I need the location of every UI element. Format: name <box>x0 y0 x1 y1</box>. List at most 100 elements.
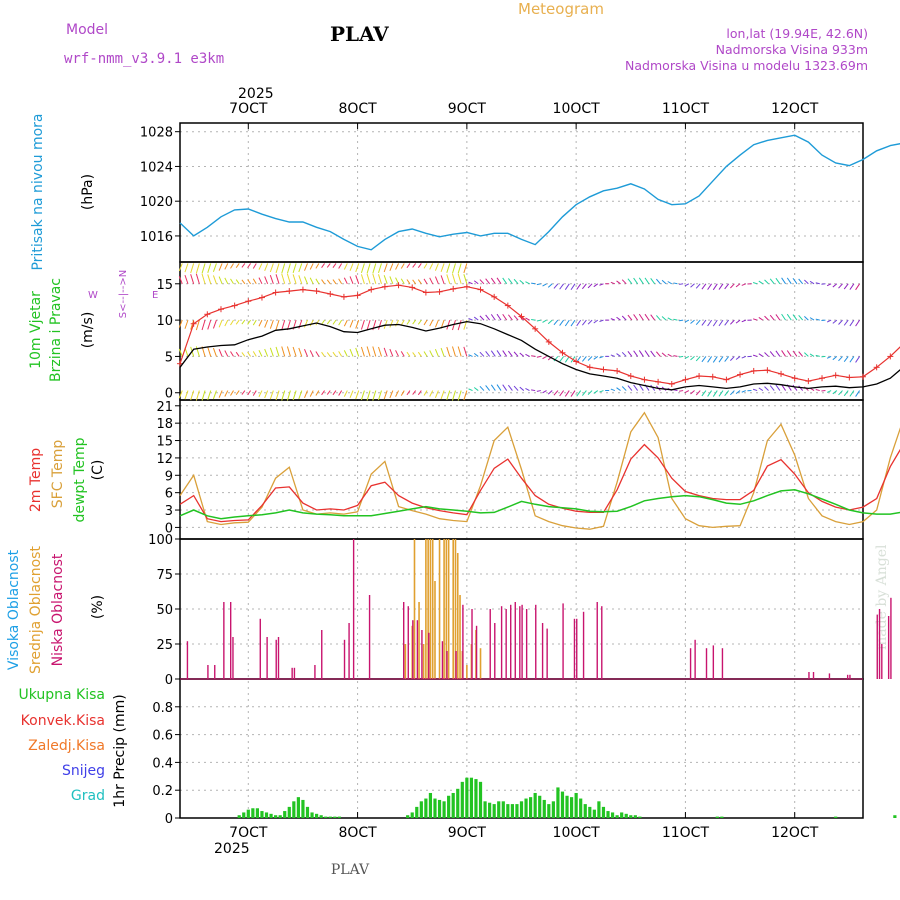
wind-barb <box>190 263 195 274</box>
precip-legend-item: Ukupna Kisa <box>18 687 105 703</box>
wind-barb <box>247 279 251 285</box>
wind-barb <box>775 277 781 285</box>
wind-barb <box>769 385 775 391</box>
wind-barb <box>644 313 650 321</box>
precip-bar <box>433 798 437 818</box>
wind-barb <box>838 319 843 325</box>
wind-barb <box>570 283 576 291</box>
temp-ylabel-sfc: SFC Temp <box>50 440 66 509</box>
wind-barb <box>258 350 263 357</box>
wind-barb <box>496 313 502 321</box>
wind-barb <box>264 276 269 284</box>
wind-barb <box>513 315 519 321</box>
day-label-bottom: 8OCT <box>338 825 377 841</box>
wind-barb <box>815 282 820 285</box>
cloud-ylabel-low: Niska Oblacnost <box>50 553 66 666</box>
wind-barb <box>542 283 547 287</box>
precip-bar <box>406 815 410 818</box>
wind-barb <box>417 319 422 325</box>
wind-barb <box>775 314 781 321</box>
panel-frame-pressure <box>179 122 864 263</box>
precip-bar <box>442 801 446 818</box>
wind-barb <box>593 283 599 288</box>
wind-barb <box>638 350 644 357</box>
wind-barb <box>621 351 627 357</box>
wind-barb <box>690 356 695 361</box>
wind-barb <box>781 384 787 391</box>
wind-barb <box>355 263 360 273</box>
wind-barb <box>389 276 394 284</box>
wind-barb <box>372 273 377 284</box>
precip-bar <box>310 812 314 818</box>
wind-barb <box>201 319 206 331</box>
wind-barb <box>326 319 331 325</box>
precip-bar <box>601 806 606 818</box>
wind-barb <box>281 390 286 401</box>
precip-bar <box>283 811 287 818</box>
day-label-top: 11OCT <box>662 101 710 117</box>
wind-barb <box>650 314 656 321</box>
wind-barb <box>536 319 541 322</box>
precip-bar <box>488 802 492 818</box>
wind-barb <box>264 319 269 328</box>
wind-barb <box>485 314 491 321</box>
year-bottom-label: 2025 <box>214 841 250 857</box>
wind-barb <box>479 351 485 357</box>
wind-barb <box>724 319 730 326</box>
wind-barb <box>349 348 354 357</box>
precip-bar <box>715 816 719 818</box>
pressure-unit: (hPa) <box>80 174 96 210</box>
pressure-ylabel: Pritisak na nivou mora <box>30 113 46 270</box>
wind-barb <box>241 319 246 325</box>
wind-barb <box>707 390 713 397</box>
precip-bar <box>720 816 724 818</box>
wind-barb <box>730 319 735 325</box>
wind-barb <box>264 263 269 272</box>
precip-bar <box>469 777 474 818</box>
wind-barb <box>389 263 394 272</box>
day-label-bottom: 7OCT <box>229 825 268 841</box>
wind-barb <box>724 390 730 397</box>
wind-barb <box>440 347 445 357</box>
wind-barb <box>400 263 405 269</box>
wind-barb <box>798 314 804 321</box>
wind-barb <box>383 275 388 284</box>
wind-barb <box>378 390 382 401</box>
y-tick-label: 0 <box>165 812 173 827</box>
wind-barb <box>315 278 320 285</box>
wind-barb <box>610 281 616 285</box>
wind-barb <box>338 319 343 326</box>
wind-barb <box>843 283 849 290</box>
wind-barb <box>502 350 508 357</box>
precip-bar <box>551 801 555 818</box>
wind-barb <box>593 319 599 324</box>
wind-barb <box>360 390 365 401</box>
wind-barb <box>349 319 354 328</box>
precip-bar <box>292 801 296 818</box>
wind-barb <box>490 314 496 321</box>
wind-barb <box>673 282 678 285</box>
precip-bar <box>451 792 455 818</box>
wind-barb <box>570 319 576 327</box>
wind-barb <box>241 352 246 357</box>
wind-barb <box>553 356 559 362</box>
wind-barb <box>321 319 325 325</box>
day-label-bottom: 10OCT <box>553 825 601 841</box>
wind-barb <box>701 319 707 326</box>
wind-barb <box>178 390 183 399</box>
wind-barb <box>764 352 769 357</box>
wind-barb <box>389 348 394 357</box>
wind-barb <box>269 319 274 329</box>
wind-barb <box>855 390 861 397</box>
wind-barb <box>633 350 639 357</box>
wind-barb <box>269 263 274 273</box>
wind-barb <box>655 351 661 357</box>
wind-barb <box>178 263 183 272</box>
precip-bar <box>565 795 569 818</box>
wind-barb <box>395 390 400 397</box>
wind-barb <box>429 390 434 397</box>
wind-barb <box>184 274 189 284</box>
wind-barb <box>496 384 502 391</box>
wind-barb <box>679 283 684 285</box>
wind-barb <box>275 274 280 284</box>
